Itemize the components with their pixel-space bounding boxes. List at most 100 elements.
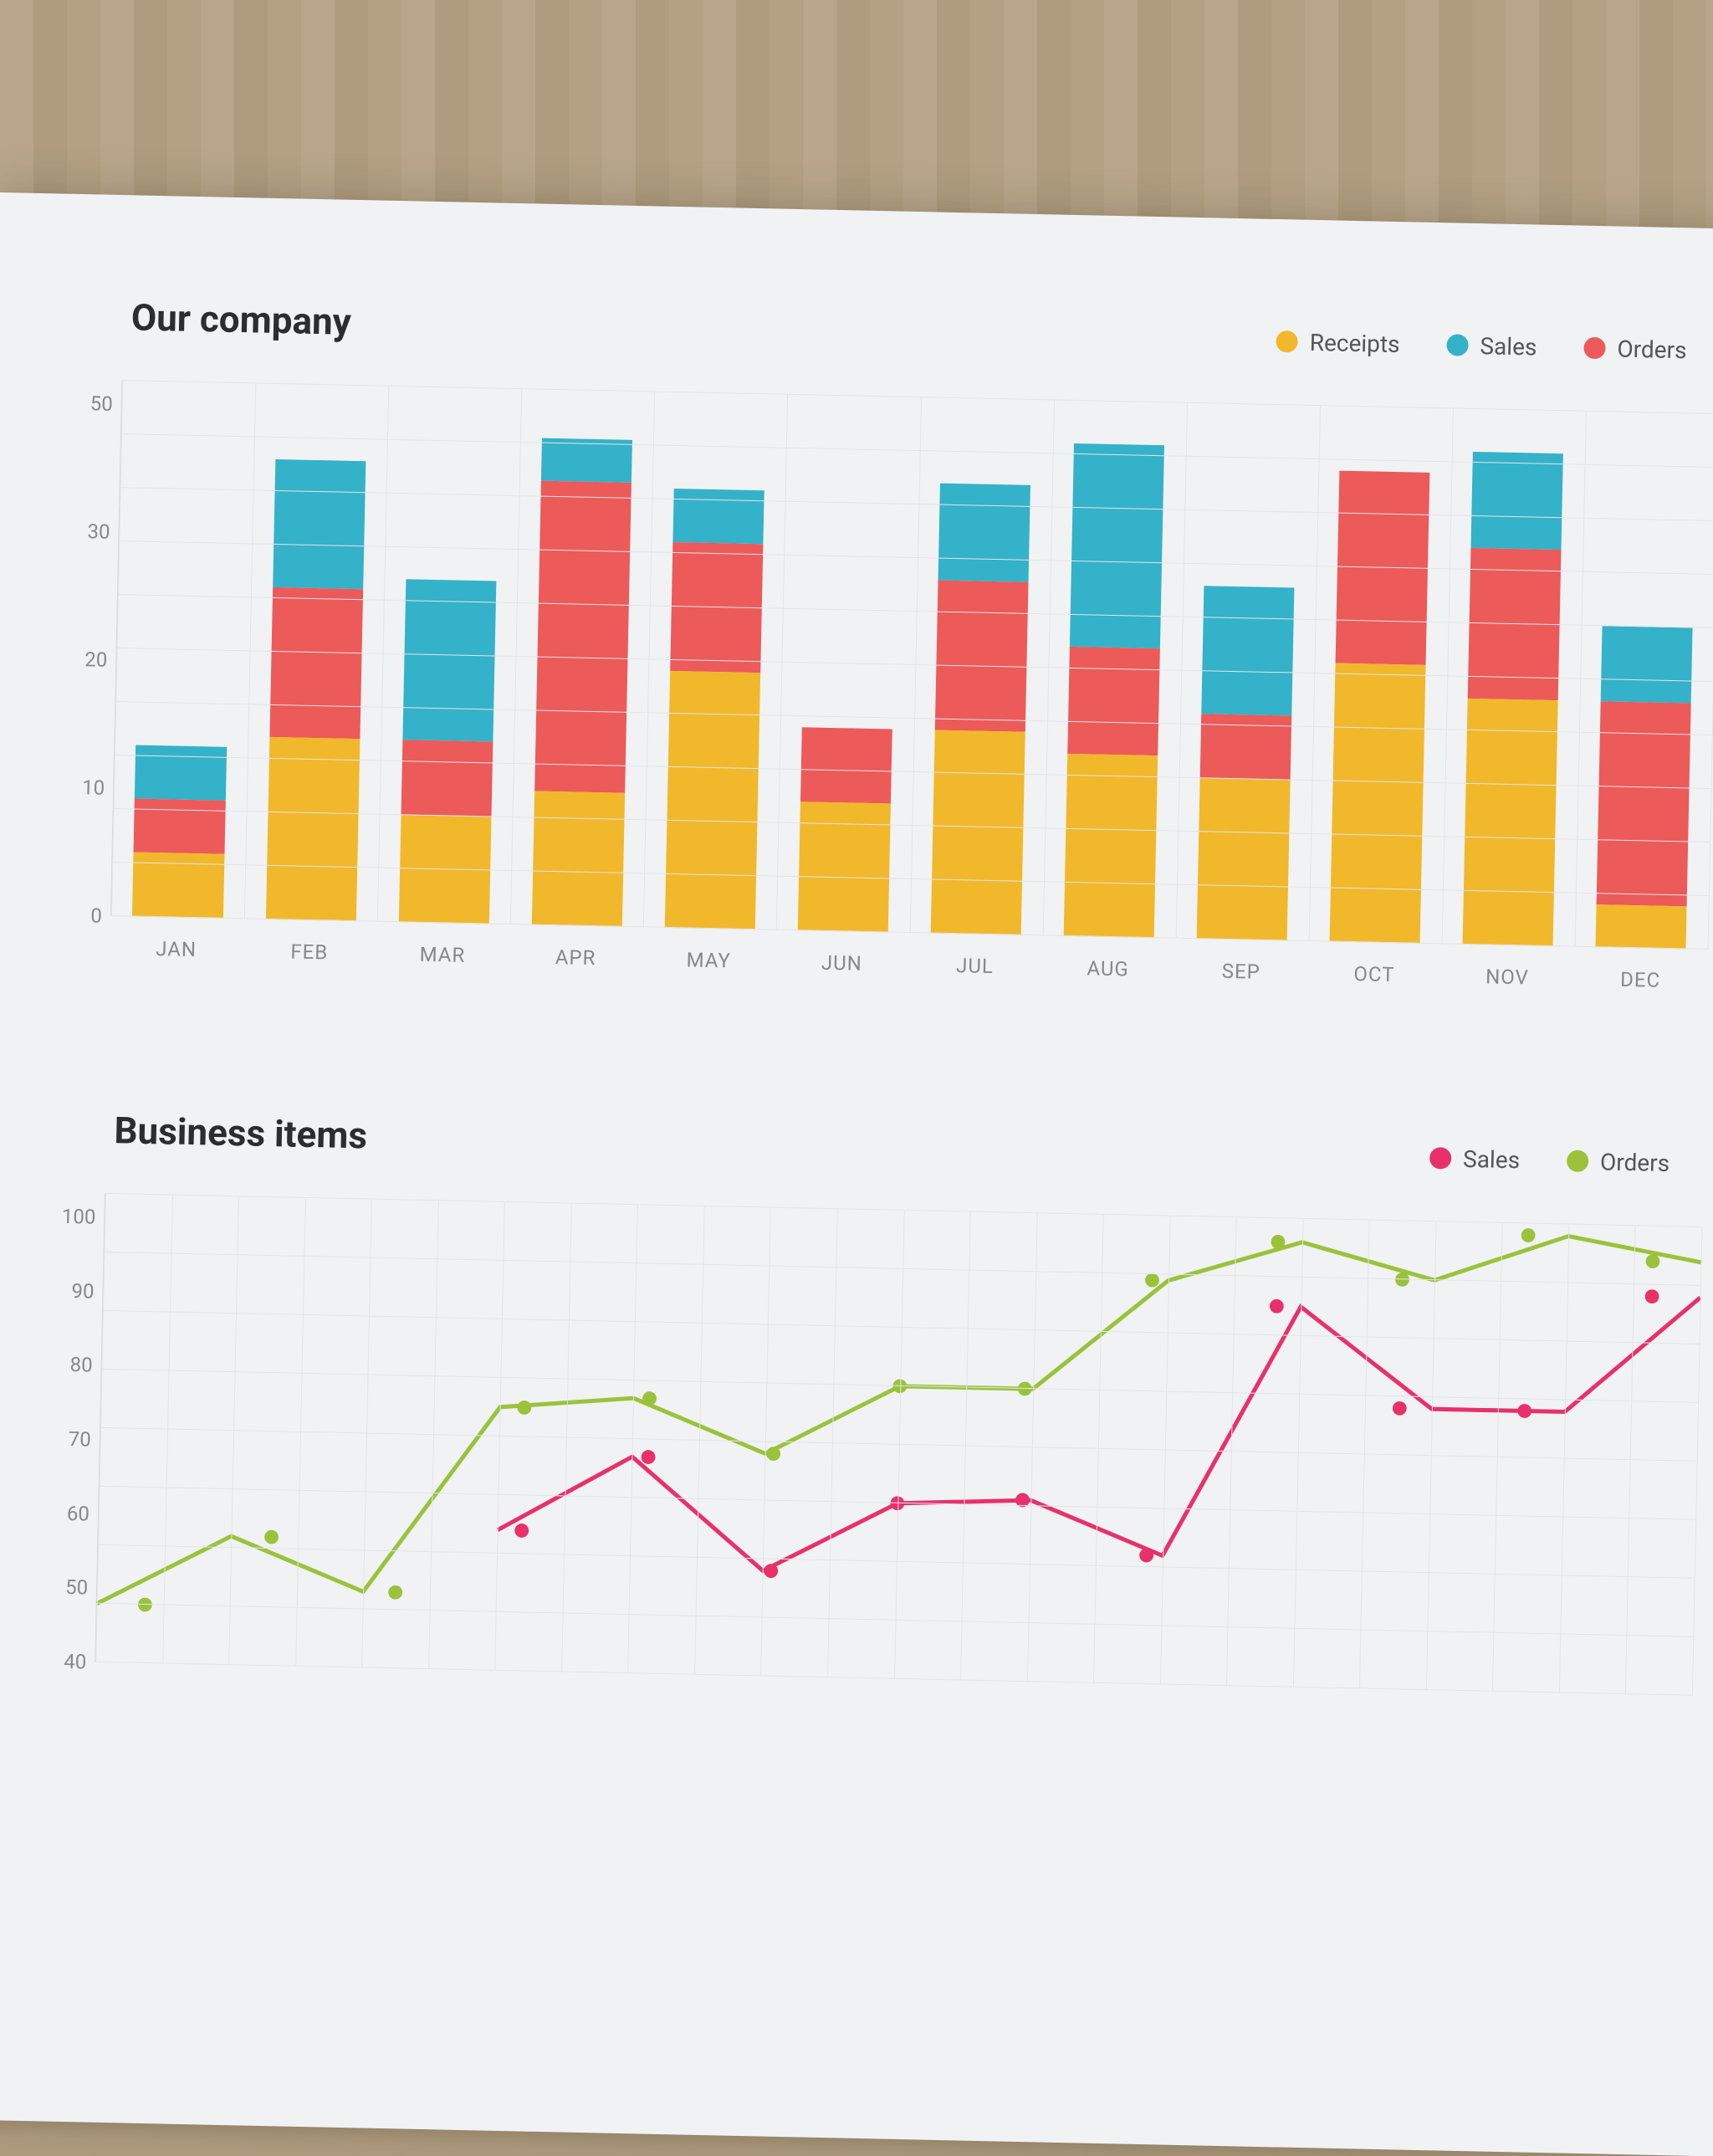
company-chart-title: Our company — [130, 295, 351, 343]
line-marker-orders — [264, 1530, 279, 1544]
line-marker-orders — [766, 1447, 780, 1461]
line-marker-sales — [1393, 1401, 1407, 1416]
x-label: SEP — [1174, 939, 1308, 1008]
bar-segment-sales — [1201, 586, 1294, 716]
bar-segment-sales — [1471, 452, 1564, 550]
bar-segment-sales — [1601, 626, 1693, 703]
bar-stack — [132, 745, 226, 919]
line-marker-sales — [764, 1564, 778, 1578]
bar-stack — [1463, 452, 1563, 946]
legend-swatch — [1567, 1150, 1589, 1172]
y-axis: 010203050 — [52, 380, 121, 916]
line-marker-orders — [1145, 1273, 1159, 1288]
legend-item-sales: Sales — [1446, 331, 1537, 361]
y-tick: 90 — [43, 1278, 103, 1303]
bar-segment-receipts — [1197, 778, 1291, 940]
bar-segment-receipts — [1330, 663, 1426, 944]
bar-segment-orders — [134, 799, 225, 854]
legend-swatch — [1429, 1147, 1452, 1170]
company-chart-plot: 0 10 20 30 50 JANFEBMARAPRMAYJUNJULAUGSEPOCT… — [50, 380, 1713, 1017]
y-tick: 40 — [36, 1649, 95, 1673]
bar-segment-receipts — [1064, 754, 1158, 938]
company-chart: Our company Receipts Sales Orders 0 10 20 3… — [17, 294, 1713, 1017]
x-label: MAY — [642, 927, 776, 996]
bars-row — [111, 381, 1713, 950]
bar-segment-receipts — [531, 791, 624, 927]
bar-segment-sales — [938, 484, 1030, 581]
y-tick: 0 — [52, 903, 111, 927]
x-label: JUN — [775, 930, 909, 1000]
business-chart-title: Business items — [114, 1109, 368, 1157]
bar-segment-receipts — [798, 802, 891, 933]
y-tick: 70 — [41, 1426, 100, 1451]
bar-segment-orders — [401, 740, 493, 817]
bar-stack — [1064, 443, 1164, 938]
bar-segment-orders — [800, 727, 892, 804]
line-marker-sales — [1139, 1548, 1153, 1562]
line-marker-orders — [388, 1585, 402, 1600]
bar-stack — [398, 580, 496, 924]
legend-swatch — [1583, 337, 1606, 360]
business-chart: Business items Sales Orders 405060708090… — [3, 1107, 1703, 1696]
bar-segment-sales — [273, 459, 366, 590]
legend-item-sales: Sales — [1429, 1145, 1521, 1174]
business-chart-legend: Sales Orders — [1429, 1145, 1670, 1177]
line-marker-sales — [514, 1524, 529, 1538]
y-tick: 50 — [62, 392, 121, 416]
x-label: NOV — [1440, 944, 1575, 1013]
bar-segment-receipts — [931, 730, 1025, 935]
y-axis: 405060708090100 — [36, 1192, 105, 1662]
bar-stack — [1197, 586, 1295, 941]
business-chart-plot: 405060708090100 — [36, 1192, 1701, 1695]
bar-segment-receipts — [1596, 904, 1687, 949]
legend-label: Sales — [1463, 1145, 1521, 1173]
y-tick: 20 — [57, 648, 116, 672]
line-marker-orders — [517, 1401, 531, 1415]
bar-stack — [931, 484, 1030, 935]
x-label: MAR — [376, 922, 510, 991]
legend-item-orders: Orders — [1567, 1147, 1670, 1177]
bar-segment-sales — [135, 745, 226, 801]
x-label: AUG — [1041, 935, 1175, 1005]
line-marker-orders — [1645, 1254, 1659, 1268]
bar-segment-orders — [1067, 647, 1160, 755]
y-tick: 10 — [54, 776, 114, 800]
y-tick: 30 — [59, 520, 119, 544]
line-marker-sales — [642, 1450, 656, 1464]
line-marker-orders — [1271, 1235, 1285, 1249]
legend-label: Receipts — [1309, 328, 1399, 357]
bar-segment-receipts — [1463, 698, 1558, 946]
legend-swatch — [1446, 334, 1469, 356]
bar-stack — [798, 727, 892, 932]
bar-segment-sales — [672, 489, 764, 544]
bar-stack — [265, 459, 366, 922]
x-label: APR — [509, 924, 643, 994]
legend-label: Sales — [1480, 332, 1537, 361]
line-marker-orders — [642, 1391, 657, 1406]
x-label: DEC — [1573, 947, 1708, 1017]
bar-segment-sales — [402, 580, 496, 742]
line-marker-sales — [1517, 1404, 1531, 1418]
bar-segment-sales — [1070, 443, 1164, 648]
plot-area — [95, 1194, 1701, 1696]
legend-item-orders: Orders — [1583, 334, 1687, 364]
line-marker-orders — [1521, 1228, 1536, 1242]
x-label: OCT — [1306, 941, 1441, 1011]
x-label: FEB — [242, 919, 376, 988]
x-label: JAN — [109, 916, 243, 986]
bar-segment-receipts — [665, 671, 761, 929]
y-tick: 80 — [42, 1353, 101, 1377]
company-chart-legend: Receipts Sales Orders — [1276, 327, 1686, 363]
x-label: JUL — [908, 933, 1042, 1002]
line-marker-sales — [1270, 1299, 1284, 1314]
bar-stack — [531, 438, 632, 927]
legend-label: Orders — [1617, 335, 1687, 364]
legend-swatch — [1276, 330, 1299, 353]
bar-stack — [665, 489, 764, 929]
bar-segment-orders — [269, 587, 363, 739]
bar-stack — [1330, 470, 1430, 943]
plot-area — [110, 381, 1713, 950]
bar-segment-orders — [534, 480, 632, 792]
report-paper: Our company Receipts Sales Orders 0 10 20 3… — [0, 192, 1713, 2156]
bar-segment-orders — [935, 580, 1029, 731]
